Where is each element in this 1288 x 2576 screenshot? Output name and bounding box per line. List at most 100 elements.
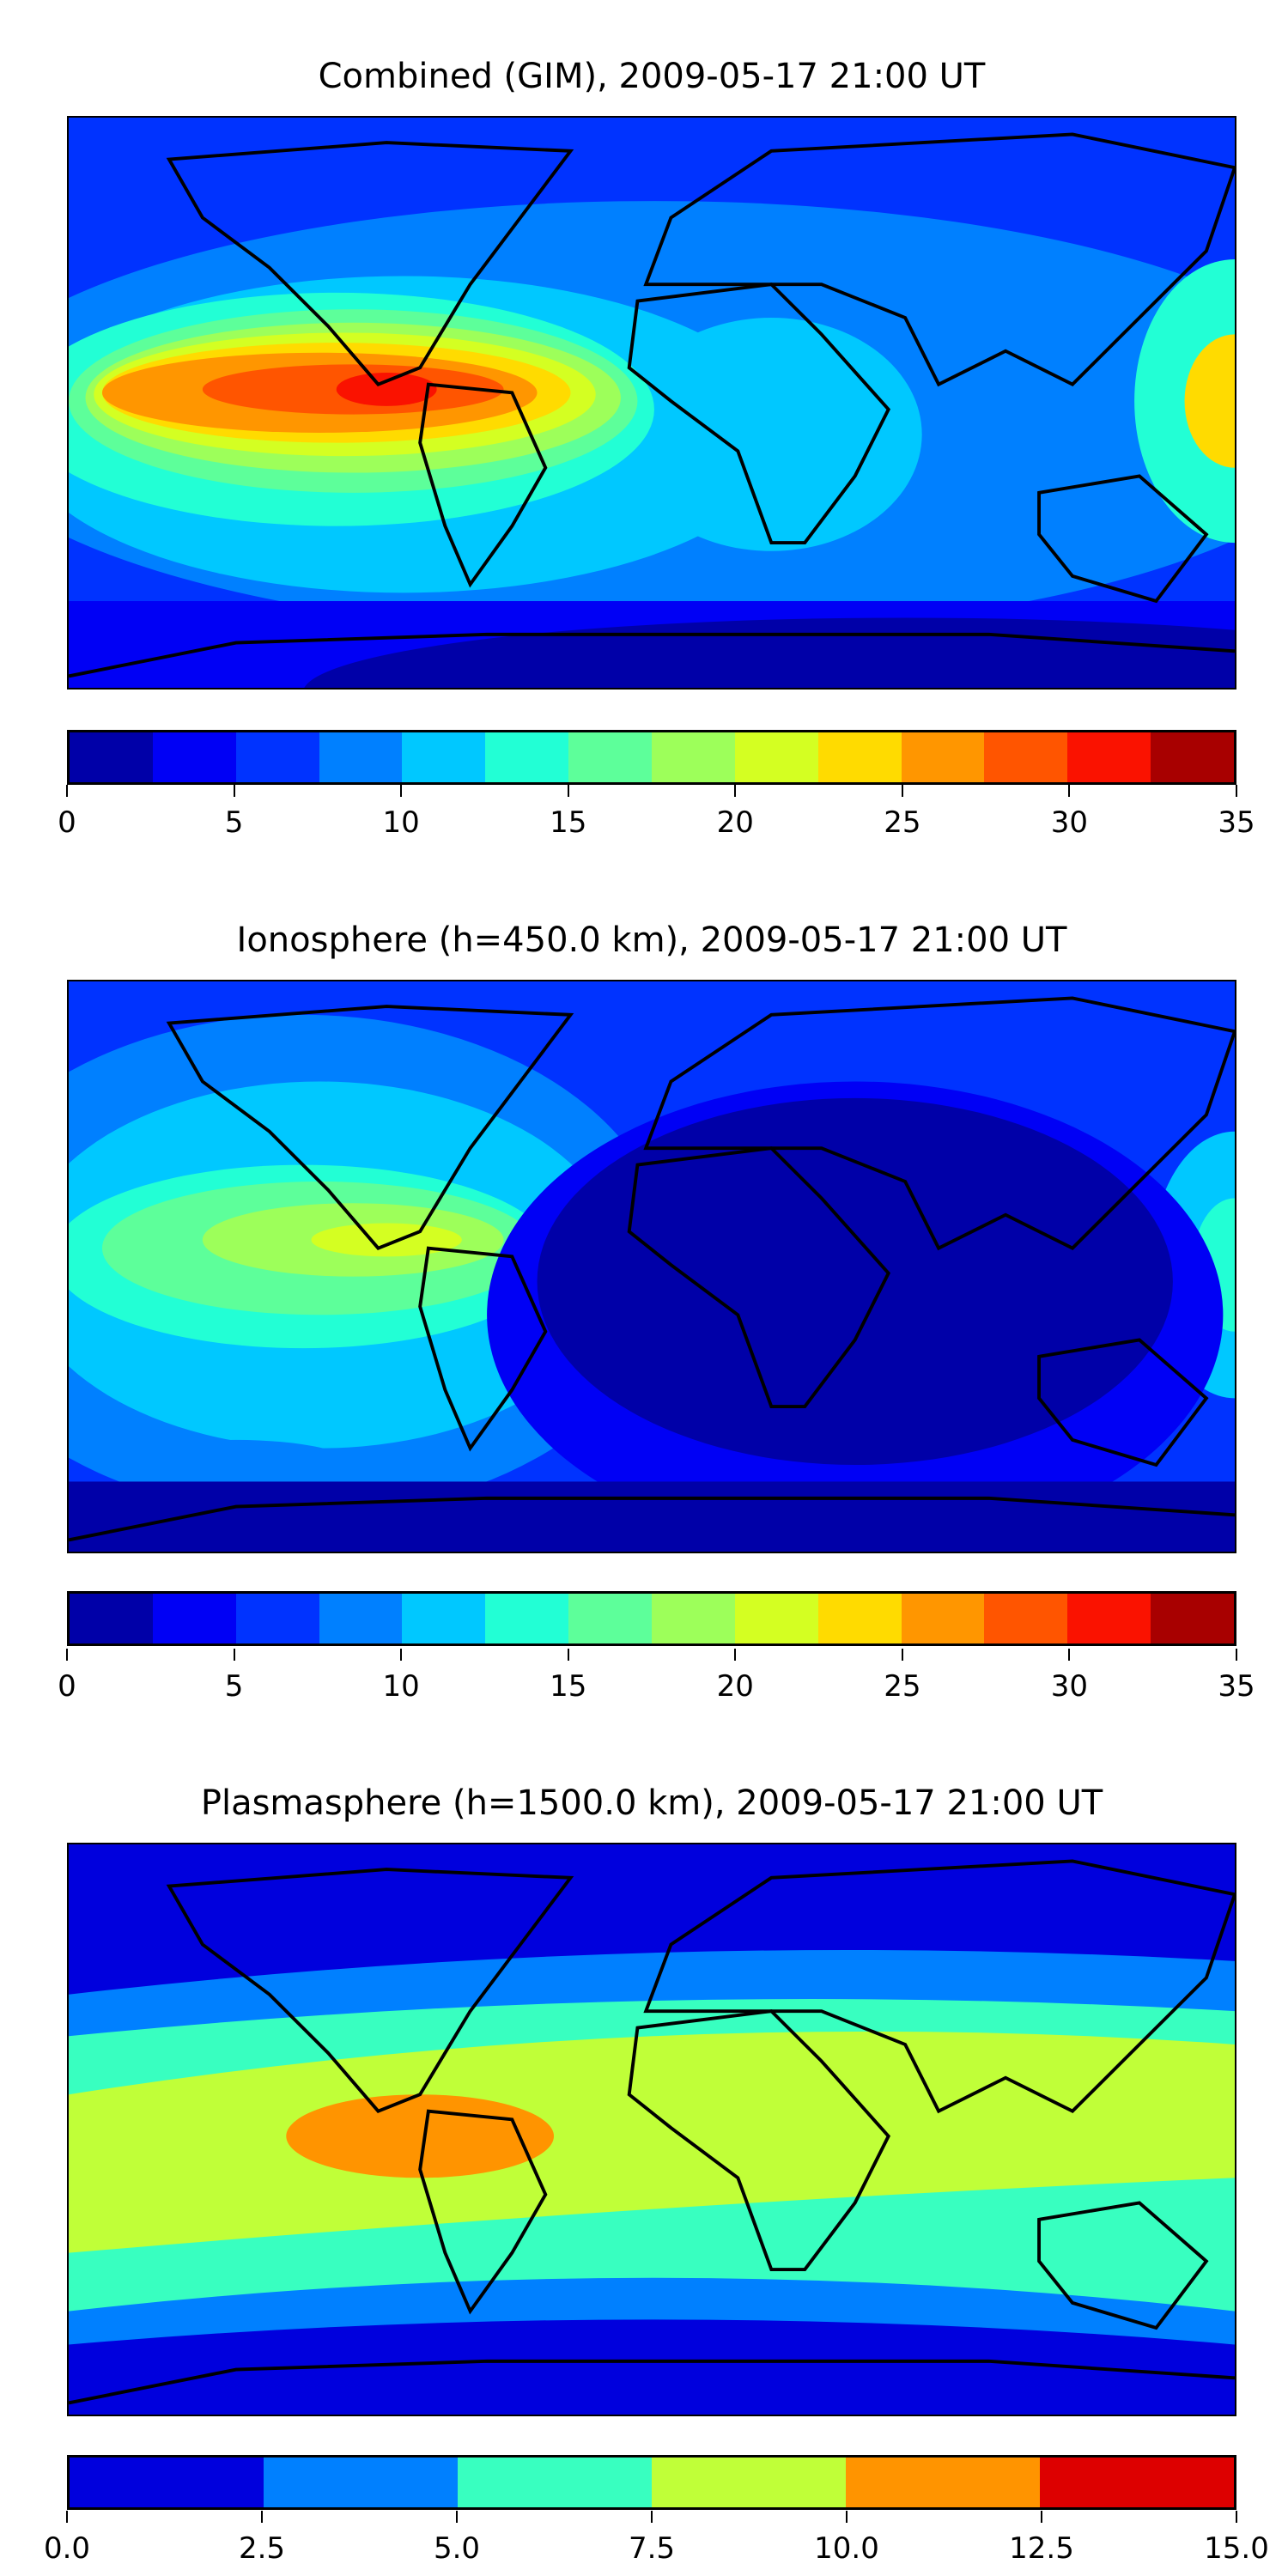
colorbar-segment xyxy=(485,1594,569,1643)
colorbar-tick xyxy=(1236,785,1237,797)
panel-1-colorbar-ticks: 0 5 10 15 20 25 30 35 xyxy=(58,785,1255,840)
colorbar-tick-label: 10.0 xyxy=(814,2531,879,2566)
colorbar-tick-label: 2.5 xyxy=(238,2531,286,2566)
colorbar-segment xyxy=(817,1594,902,1643)
colorbar-tick-label: 10 xyxy=(382,805,420,840)
colorbar-segment xyxy=(70,2458,264,2507)
colorbar-segment xyxy=(652,2458,846,2507)
colorbar-tick-label: 0.0 xyxy=(43,2531,91,2566)
colorbar-tick xyxy=(901,785,903,797)
colorbar-tick-label: 20 xyxy=(716,805,754,840)
colorbar-tick-label: 7.5 xyxy=(628,2531,676,2566)
colorbar-tick-label: 30 xyxy=(1050,1669,1089,1704)
colorbar-segment xyxy=(652,732,735,782)
colorbar-tick xyxy=(66,1649,68,1661)
colorbar-tick xyxy=(845,2511,848,2523)
colorbar-tick xyxy=(400,1649,403,1661)
panel-1-colorbar xyxy=(67,730,1236,785)
colorbar-tick-label: 35 xyxy=(1218,1669,1255,1704)
colorbar-segment xyxy=(1067,732,1151,782)
colorbar-segment xyxy=(485,732,569,782)
colorbar-segment xyxy=(734,732,818,782)
colorbar-segment xyxy=(264,2458,458,2507)
colorbar-tick-label: 15 xyxy=(550,805,587,840)
colorbar-tick-label: 15.0 xyxy=(1204,2531,1269,2566)
panel-1-map xyxy=(67,116,1236,690)
field-level xyxy=(311,1223,462,1257)
colorbar-tick xyxy=(567,785,569,797)
colorbar-segment xyxy=(70,732,153,782)
colorbar-tick-label: 5 xyxy=(224,1669,244,1704)
colorbar-tick xyxy=(1068,1649,1071,1661)
colorbar-tick xyxy=(734,1649,737,1661)
colorbar-tick xyxy=(567,1649,569,1661)
panel-3-colorbar-ticks: 0.0 2.5 5.0 7.5 10.0 12.5 15.0 xyxy=(44,2511,1269,2566)
colorbar-tick xyxy=(66,2511,68,2523)
colorbar-tick xyxy=(455,2511,458,2523)
field-level xyxy=(69,2031,1235,2253)
colorbar-segment xyxy=(734,1594,818,1643)
colorbar-segment xyxy=(652,1594,735,1643)
colorbar-tick-label: 0 xyxy=(58,805,76,840)
colorbar-segment xyxy=(901,1594,985,1643)
field-level xyxy=(1184,334,1235,468)
colorbar-tick xyxy=(1041,2511,1042,2523)
field-level xyxy=(620,317,922,551)
field-level xyxy=(69,1481,1235,1552)
field-level xyxy=(537,1097,1173,1466)
colorbar-tick-label: 10 xyxy=(382,1669,420,1704)
field-level xyxy=(336,373,437,406)
colorbar-tick xyxy=(1236,1649,1237,1661)
colorbar-segment xyxy=(1040,2458,1234,2507)
colorbar-tick-label: 5.0 xyxy=(433,2531,481,2566)
colorbar-segment xyxy=(319,1594,403,1643)
colorbar-tick xyxy=(400,785,403,797)
colorbar-tick xyxy=(233,1649,235,1661)
panel-2-colorbar xyxy=(67,1591,1236,1646)
colorbar-tick xyxy=(233,785,235,797)
colorbar-tick xyxy=(901,1649,903,1661)
colorbar-tick-label: 5 xyxy=(224,805,244,840)
field-level xyxy=(118,1439,354,1491)
colorbar-segment xyxy=(568,732,653,782)
colorbar-segment xyxy=(984,732,1068,782)
colorbar-tick-label: 30 xyxy=(1050,805,1089,840)
colorbar-segment xyxy=(846,2458,1040,2507)
colorbar-tick-label: 15 xyxy=(550,1669,587,1704)
colorbar-segment xyxy=(402,1594,486,1643)
colorbar-tick xyxy=(66,785,68,797)
colorbar-segment xyxy=(901,732,985,782)
colorbar-segment xyxy=(319,732,403,782)
colorbar-segment xyxy=(1151,732,1235,782)
colorbar-segment xyxy=(817,732,902,782)
panel-2-colorbar-ticks: 0 5 10 15 20 25 30 35 xyxy=(58,1649,1255,1704)
colorbar-tick-label: 25 xyxy=(884,1669,921,1704)
colorbar-tick-label: 35 xyxy=(1218,805,1255,840)
colorbar-segment xyxy=(235,1594,319,1643)
colorbar-segment xyxy=(458,2458,652,2507)
colorbar-segment xyxy=(152,1594,236,1643)
colorbar-segment xyxy=(568,1594,653,1643)
colorbar-tick-label: 12.5 xyxy=(1009,2531,1074,2566)
panel-1-title: Combined (GIM), 2009-05-17 21:00 UT xyxy=(318,57,986,96)
colorbar-segment xyxy=(235,732,319,782)
colorbar-segment xyxy=(152,732,236,782)
colorbar-segment xyxy=(1067,1594,1151,1643)
panel-3-title: Plasmasphere (h=1500.0 km), 2009-05-17 2… xyxy=(200,1783,1103,1823)
panel-2-map xyxy=(67,980,1236,1553)
colorbar-tick-label: 20 xyxy=(716,1669,754,1704)
panel-2-title: Ionosphere (h=450.0 km), 2009-05-17 21:0… xyxy=(236,920,1067,960)
colorbar-segment xyxy=(984,1594,1068,1643)
colorbar-tick xyxy=(1236,2511,1237,2523)
colorbar-tick xyxy=(1068,785,1071,797)
colorbar-segment xyxy=(70,1594,153,1643)
colorbar-tick xyxy=(734,785,737,797)
colorbar-segment xyxy=(402,732,486,782)
colorbar-segment xyxy=(1151,1594,1235,1643)
colorbar-tick-label: 25 xyxy=(884,805,921,840)
colorbar-tick-label: 0 xyxy=(58,1669,76,1704)
colorbar-tick xyxy=(260,2511,263,2523)
panel-3-colorbar xyxy=(67,2455,1236,2510)
colorbar-tick xyxy=(651,2511,653,2523)
panel-3-map xyxy=(67,1843,1236,2416)
